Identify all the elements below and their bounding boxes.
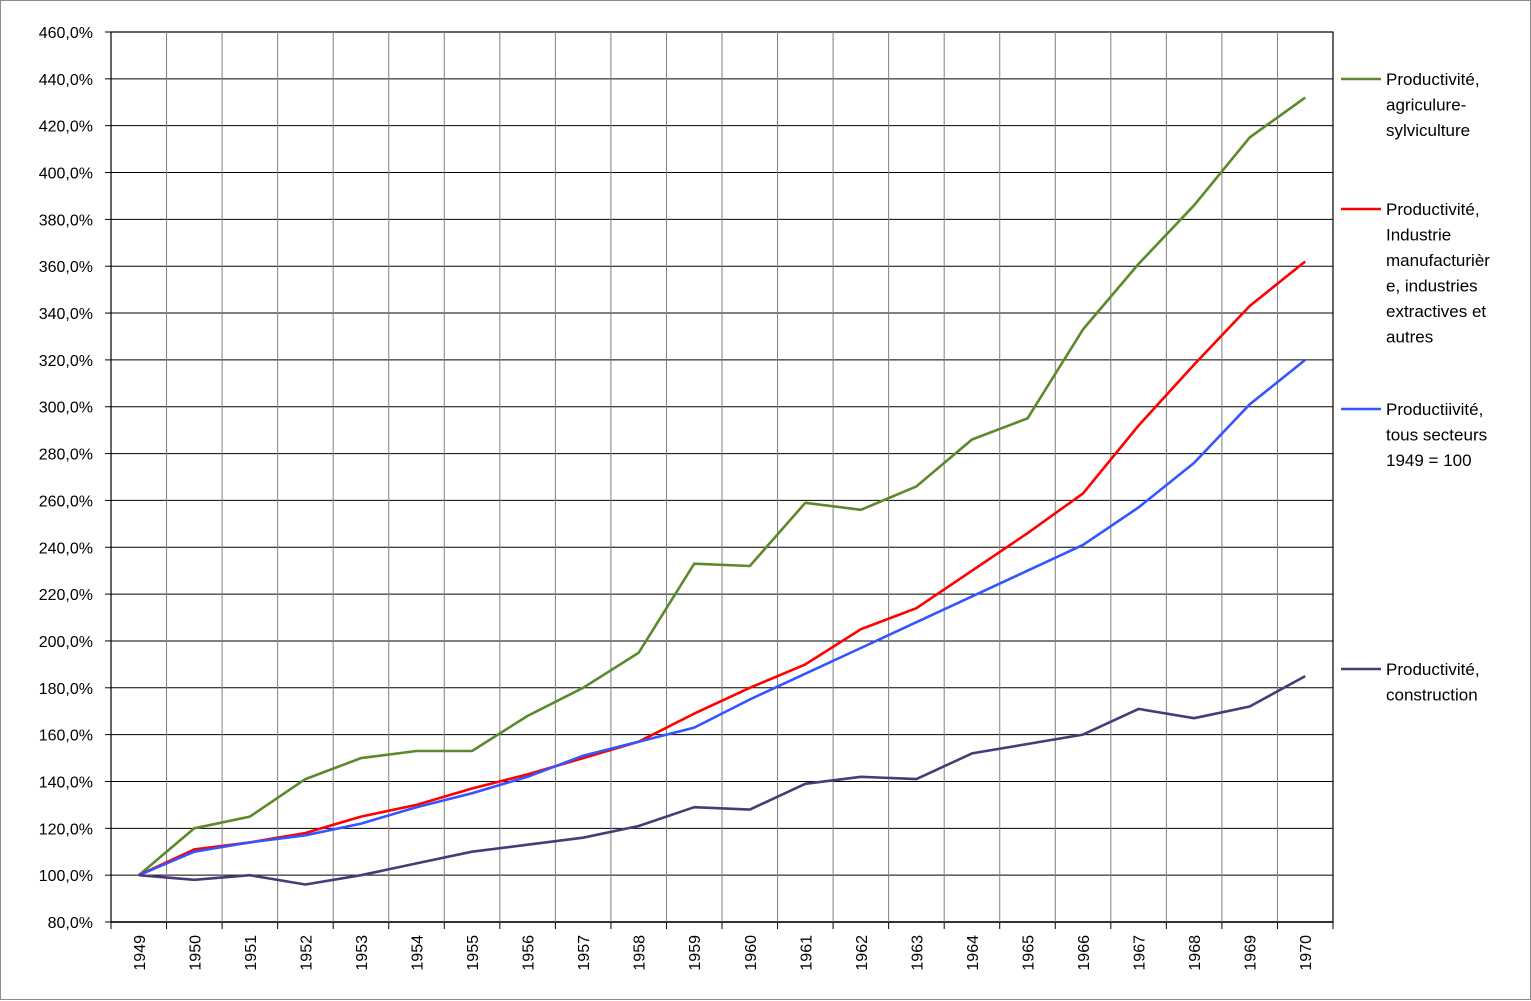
- y-tick-label: 240,0%: [39, 540, 93, 557]
- x-tick-label: 1967: [1132, 935, 1149, 971]
- x-tick-label: 1958: [632, 935, 649, 971]
- x-tick-label: 1953: [354, 935, 371, 971]
- y-tick-label: 100,0%: [39, 868, 93, 885]
- legend-entry-text: Productivité,: [1386, 660, 1480, 679]
- legend-entry-text: Industrie: [1386, 226, 1451, 245]
- x-tick-label: 1954: [410, 935, 427, 971]
- x-tick-label: 1968: [1187, 935, 1204, 971]
- legend-entry-text: manufacturièr: [1386, 251, 1490, 270]
- x-tick-label: 1965: [1021, 935, 1038, 971]
- y-tick-label: 460,0%: [39, 25, 93, 42]
- x-tick-label: 1961: [798, 935, 815, 971]
- legend-entry-text: tous secteurs: [1386, 426, 1487, 445]
- x-tick-label: 1964: [965, 935, 982, 971]
- x-axis-ticks: 1949 1950 1951 1952 1953 1954 1955 1956 1957 1958…: [110, 922, 1334, 971]
- y-tick-label: 340,0%: [39, 306, 93, 323]
- x-tick-label: 1966: [1076, 935, 1093, 971]
- x-tick-label: 1962: [854, 935, 871, 971]
- series-line-3: [138, 358, 1307, 877]
- series-line-1: [137, 96, 1306, 877]
- y-tick-label: 320,0%: [39, 353, 93, 370]
- y-tick-label: 380,0%: [39, 212, 93, 229]
- y-tick-label: 400,0%: [39, 166, 93, 183]
- y-axis-ticks: 80,0% 100,0% 120,0% 140,0% 160,0% 180,0% 200,0…: [39, 25, 111, 932]
- y-tick-label: 440,0%: [39, 72, 93, 89]
- legend-entry-text: e, industries: [1386, 277, 1478, 296]
- x-tick-label: 1950: [187, 935, 204, 971]
- x-tick-label: 1956: [521, 935, 538, 971]
- legend: Productivité, agriculure-sylviculture Prod…: [1341, 70, 1490, 705]
- series-line-2: [138, 260, 1307, 877]
- x-tick-label: 1963: [909, 935, 926, 971]
- x-tick-label: 1949: [132, 935, 149, 971]
- y-tick-label: 120,0%: [39, 821, 93, 838]
- legend-entry-text: Productivité,: [1386, 70, 1480, 89]
- x-tick-label: 1969: [1243, 935, 1260, 971]
- legend-entry-text: autres: [1386, 328, 1433, 347]
- y-tick-label: 140,0%: [39, 774, 93, 791]
- y-tick-label: 80,0%: [48, 915, 93, 932]
- grid: [110, 31, 1334, 923]
- x-tick-label: 1960: [743, 935, 760, 971]
- y-tick-label: 260,0%: [39, 493, 93, 510]
- x-tick-label: 1952: [298, 935, 315, 971]
- series-lines: [137, 96, 1307, 886]
- legend-entry-text: extractives et: [1386, 302, 1486, 321]
- legend-entry-text: agriculure-: [1386, 96, 1466, 115]
- x-tick-label: 1959: [687, 935, 704, 971]
- x-tick-label: 1951: [243, 935, 260, 971]
- y-tick-label: 160,0%: [39, 728, 93, 745]
- legend-entry-text: Productiivité,: [1386, 400, 1483, 419]
- legend-entry-text: 1949 = 100: [1386, 451, 1472, 470]
- legend-entry-text: sylviculture: [1386, 121, 1470, 140]
- y-tick-label: 300,0%: [39, 400, 93, 417]
- y-tick-label: 200,0%: [39, 634, 93, 651]
- y-tick-label: 360,0%: [39, 259, 93, 276]
- y-tick-label: 220,0%: [39, 587, 93, 604]
- legend-entry-text: construction: [1386, 686, 1478, 705]
- y-tick-label: 280,0%: [39, 447, 93, 464]
- x-tick-label: 1957: [576, 935, 593, 971]
- x-tick-label: 1970: [1298, 935, 1315, 971]
- y-tick-label: 180,0%: [39, 681, 93, 698]
- x-tick-label: 1955: [465, 935, 482, 971]
- legend-entry-text: Productivité,: [1386, 200, 1480, 219]
- y-tick-label: 420,0%: [39, 119, 93, 136]
- series-line-4: [138, 674, 1306, 886]
